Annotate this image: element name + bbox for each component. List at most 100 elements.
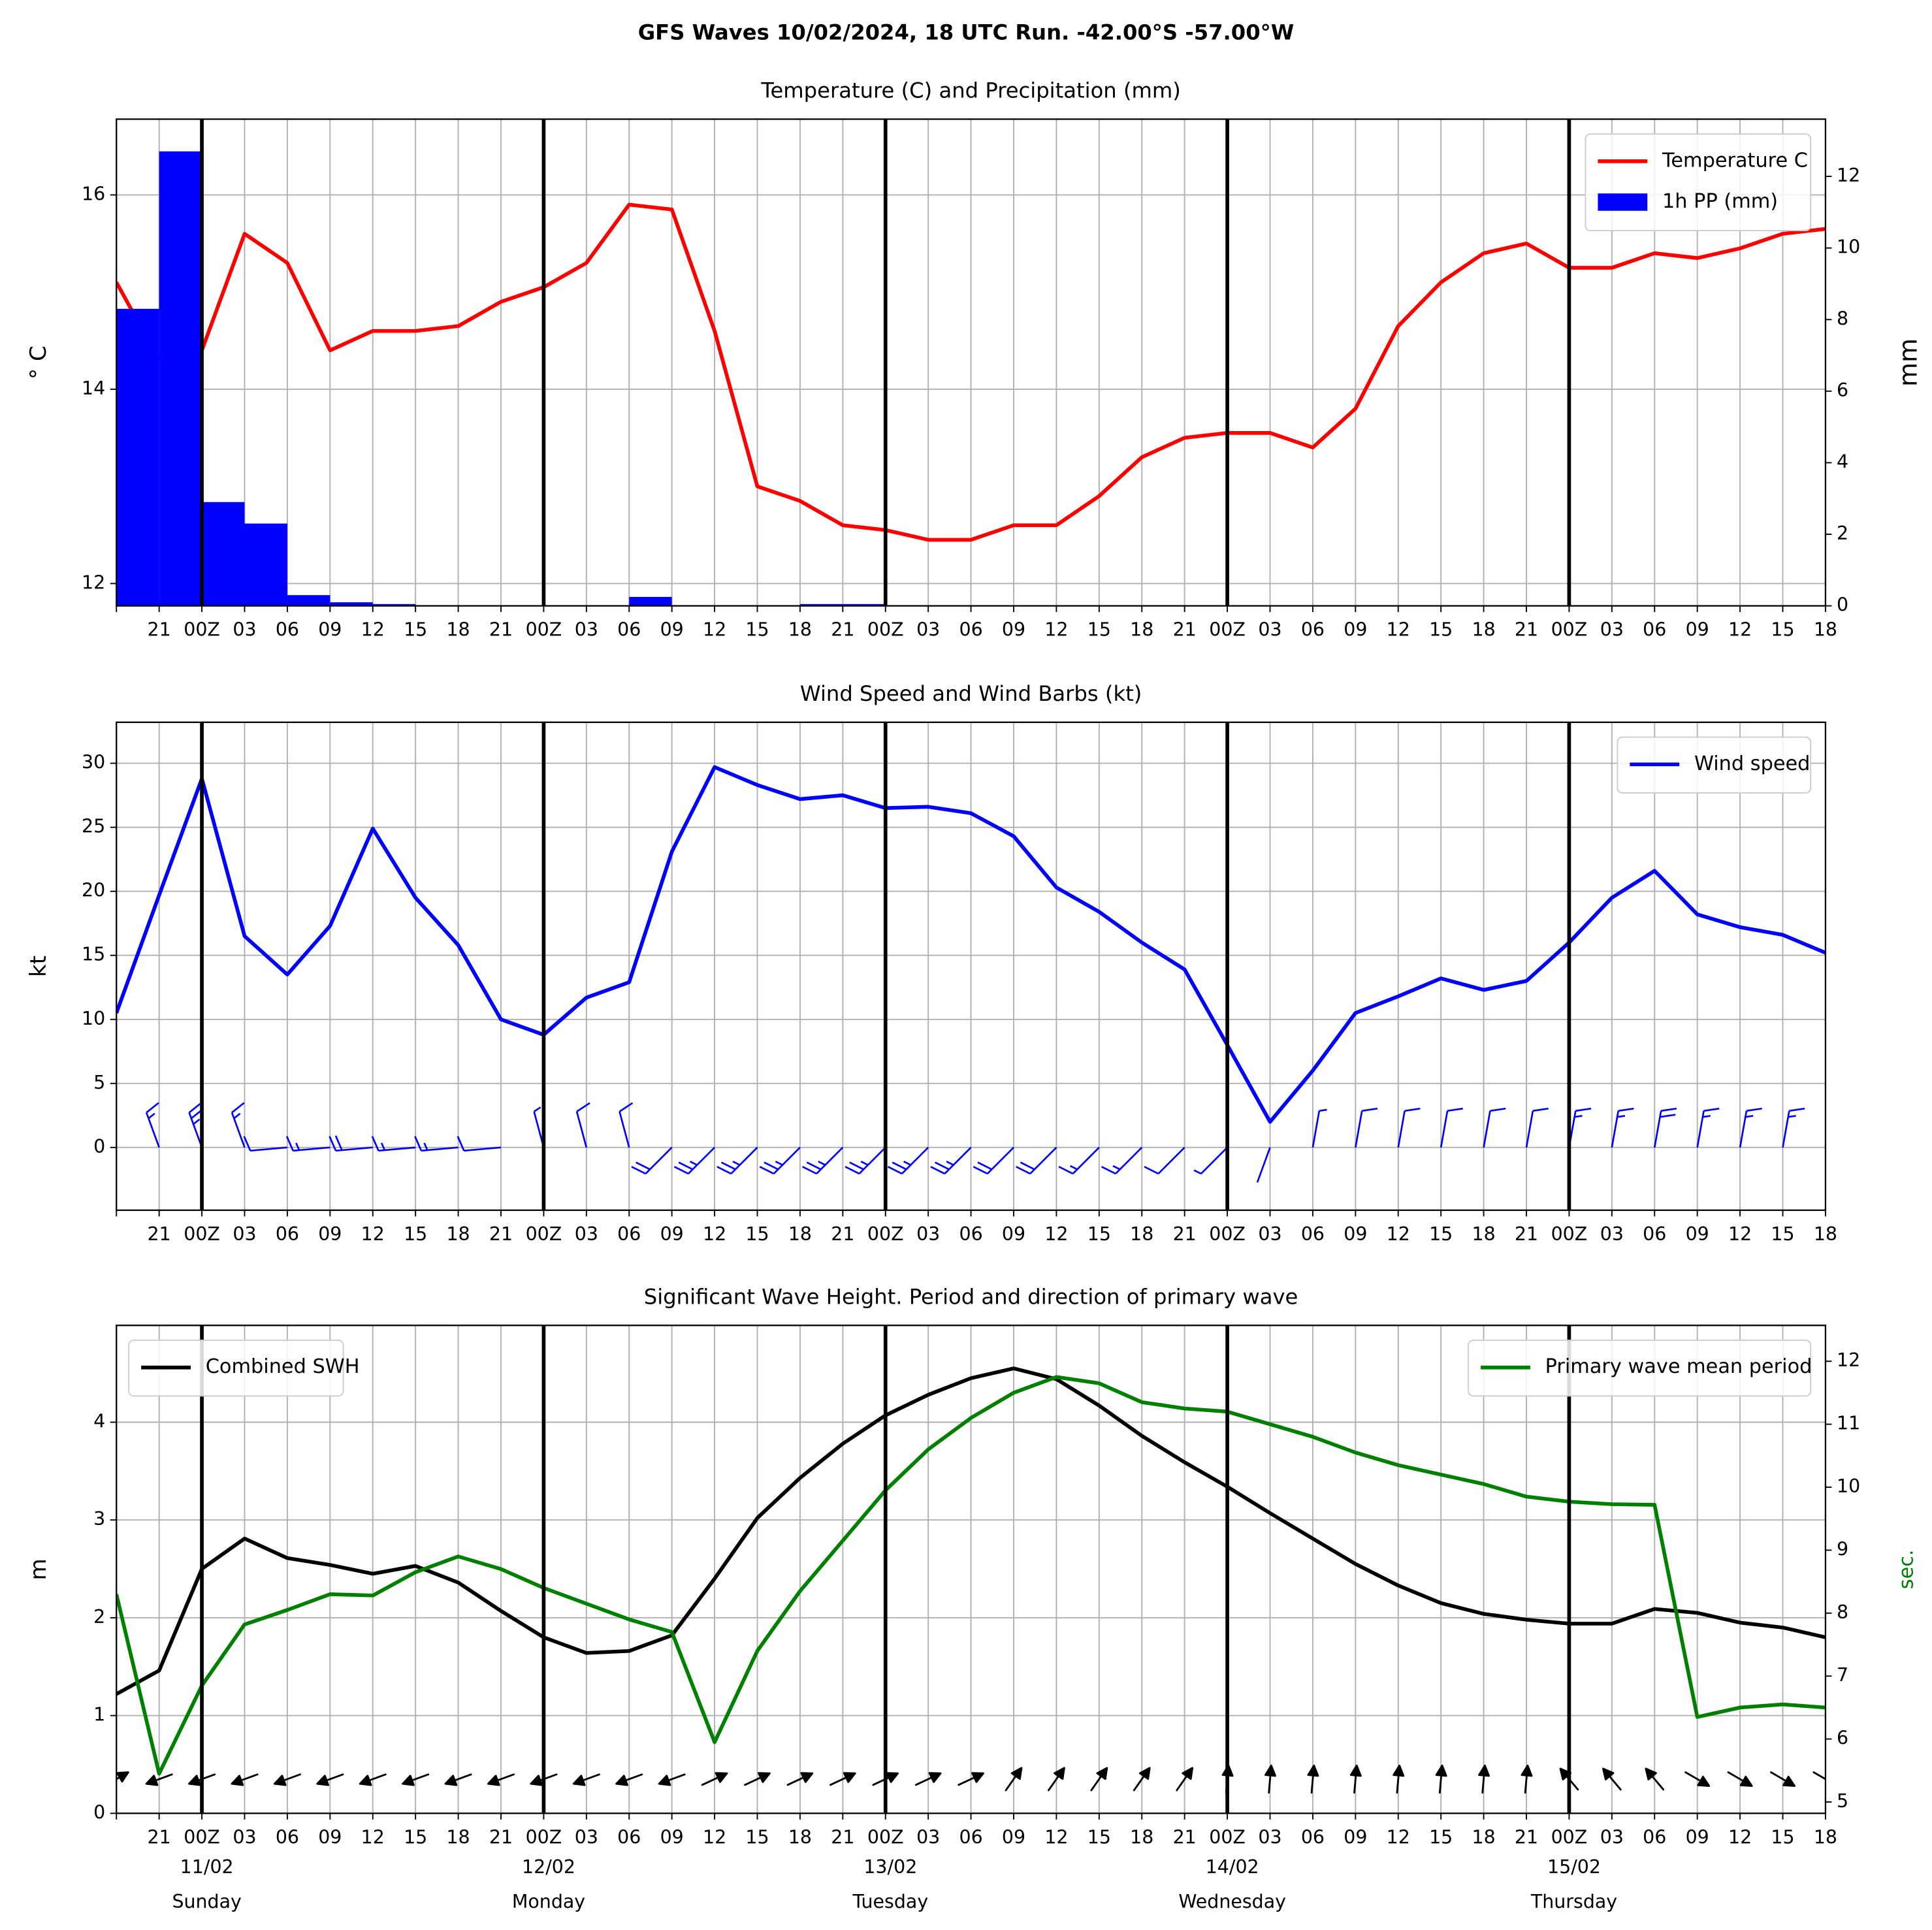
x-tick-label: 03 <box>233 1826 256 1848</box>
wave-direction-arrow <box>1478 1764 1490 1794</box>
line <box>116 1366 1826 1696</box>
panel: Wind Speed and Wind Barbs (kt) 21 00Z 03 06 0… <box>25 681 1837 1245</box>
y2-tick-label: 5 <box>1837 1790 1848 1812</box>
x-tick-label: 15 <box>1087 1223 1111 1245</box>
x-tick-label: 00Z <box>1209 619 1246 641</box>
bar <box>159 151 202 606</box>
x-tick-label: 03 <box>1600 619 1624 641</box>
wave-direction-arrow <box>530 1773 558 1786</box>
x-tick-label: 21 <box>831 619 854 641</box>
x-tick-label: 18 <box>788 1826 812 1848</box>
panel: Temperature (C) and Precipitation (mm)21… <box>25 78 1922 641</box>
x-tick-label: 15 <box>404 1826 427 1848</box>
x-tick-label: 06 <box>617 1826 641 1848</box>
wave-direction-arrow <box>1264 1764 1276 1794</box>
x-tick-label: 12 <box>1387 619 1410 641</box>
x-tick-label: 03 <box>916 619 940 641</box>
y-tick-label: 2 <box>93 1606 105 1628</box>
y2-axis-label: sec. <box>1895 1549 1918 1589</box>
wind-barb <box>1611 1108 1634 1148</box>
x-tick-label: 06 <box>276 1223 299 1245</box>
x-tick-label: 09 <box>1686 1223 1709 1245</box>
y2-tick-label: 11 <box>1837 1413 1860 1434</box>
x-tick-label: 18 <box>1814 619 1837 641</box>
x-tick-label: 15 <box>1429 619 1453 641</box>
x-tick-label: 12 <box>1044 1223 1068 1245</box>
day-name-label: Wednesday <box>1178 1891 1286 1912</box>
y-tick-label: 30 <box>82 752 105 773</box>
x-tick-label: 21 <box>1515 619 1538 641</box>
wind-barb <box>1739 1108 1762 1148</box>
x-tick-label: 21 <box>148 619 171 641</box>
wave-direction-arrow <box>1559 1767 1579 1791</box>
legend-label: Combined SWH <box>206 1355 360 1378</box>
x-tick-label: 18 <box>446 619 470 641</box>
x-tick-label: 18 <box>1472 1223 1495 1245</box>
x-tick-label: 15 <box>404 619 427 641</box>
wave-direction-arrow <box>1307 1764 1319 1794</box>
y-axis-label: kt <box>25 956 52 977</box>
x-tick-label: 03 <box>575 1223 598 1245</box>
y-tick-label: 0 <box>93 1136 105 1157</box>
wind-barb <box>575 1102 590 1148</box>
x-tick-label: 00Z <box>1551 1223 1588 1245</box>
day-date-label: 12/02 <box>522 1856 575 1878</box>
y2-tick-label: 8 <box>1837 1601 1848 1623</box>
wind-barb <box>188 1102 204 1148</box>
wave-direction-arrow <box>1645 1767 1665 1791</box>
x-tick-label: 18 <box>1130 619 1153 641</box>
x-tick-label: 00Z <box>1551 1826 1588 1848</box>
y-tick-label: 12 <box>82 571 105 593</box>
wave-direction-arrow <box>231 1773 259 1786</box>
x-tick-label: 00Z <box>1209 1223 1246 1245</box>
x-tick-label: 03 <box>916 1223 940 1245</box>
wave-direction-arrow <box>273 1773 301 1786</box>
wind-barb <box>1312 1108 1327 1148</box>
legend: Combined SWH <box>128 1340 360 1397</box>
x-tick-label: 18 <box>1130 1223 1153 1245</box>
x-tick-label: 15 <box>1771 1826 1794 1848</box>
wind-barb <box>1101 1146 1143 1175</box>
x-tick-label: 06 <box>959 1826 982 1848</box>
x-tick-label: 03 <box>1600 1223 1624 1245</box>
x-tick-label: 00Z <box>867 1826 904 1848</box>
x-tick-label: 09 <box>318 619 342 641</box>
x-tick-label: 00Z <box>526 619 562 641</box>
x-tick-label: 18 <box>1472 1826 1495 1848</box>
wind-barb <box>414 1136 459 1152</box>
x-tick-label: 12 <box>1728 619 1752 641</box>
y2-tick-label: 12 <box>1837 165 1860 186</box>
wind-barb <box>371 1136 416 1152</box>
y2-tick-label: 12 <box>1837 1349 1860 1371</box>
wind-barb <box>930 1146 972 1175</box>
y2-tick-label: 2 <box>1837 523 1848 544</box>
wave-direction-arrow <box>1770 1771 1796 1787</box>
x-tick-label: 18 <box>788 1223 812 1245</box>
wind-barb <box>1355 1108 1378 1148</box>
line <box>116 1375 1826 1776</box>
axes-frame <box>116 721 1827 1212</box>
plot-area <box>116 119 1826 606</box>
wind-barb <box>845 1146 886 1175</box>
x-tick-label: 09 <box>318 1826 342 1848</box>
day-name-label: Tuesday <box>852 1891 928 1912</box>
wind-barb <box>1653 1108 1677 1148</box>
x-tick-label: 18 <box>446 1826 470 1848</box>
wave-direction-arrow <box>487 1773 515 1786</box>
wave-direction-arrow <box>145 1773 173 1786</box>
x-tick-label: 09 <box>1002 1223 1025 1245</box>
legend-box <box>1468 1340 1812 1397</box>
x-tick-label: 06 <box>1301 619 1325 641</box>
x-tick-label: 12 <box>703 1223 726 1245</box>
x-tick-label: 12 <box>361 1223 385 1245</box>
wave-direction-arrow <box>1090 1767 1108 1792</box>
wind-barb <box>973 1146 1014 1175</box>
x-tick-label: 09 <box>1686 619 1709 641</box>
panel: Significant Wave Height. Period and dire… <box>25 1285 1918 1912</box>
y2-axis-label: mm <box>1893 338 1922 387</box>
x-tick-label: 03 <box>233 619 256 641</box>
wind-barb <box>1256 1147 1271 1183</box>
x-tick-label: 09 <box>1344 1826 1367 1848</box>
x-tick-label: 21 <box>1173 1223 1197 1245</box>
